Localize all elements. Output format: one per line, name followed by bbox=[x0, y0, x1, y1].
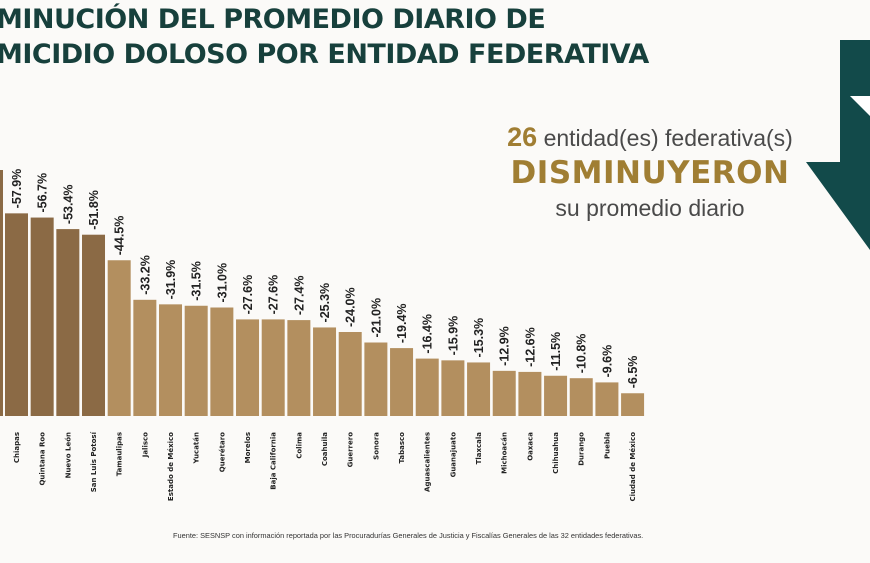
category-label: Colima bbox=[295, 432, 303, 459]
category-label: Oaxaca bbox=[526, 432, 534, 461]
category-label: Tamaulipas bbox=[116, 432, 124, 476]
bar bbox=[441, 360, 465, 416]
value-label: -16.4% bbox=[421, 314, 435, 354]
bar bbox=[261, 319, 285, 416]
category-label: Puebla bbox=[603, 432, 611, 459]
value-label: -27.4% bbox=[292, 275, 306, 315]
value-label: -33.2% bbox=[138, 255, 152, 295]
category-label: Jalisco bbox=[141, 432, 149, 458]
value-label: -27.6% bbox=[267, 275, 281, 315]
category-label: San Luis Potosí bbox=[90, 431, 98, 492]
value-label: -53.4% bbox=[61, 184, 75, 224]
value-label: -12.6% bbox=[523, 327, 537, 367]
bar bbox=[133, 299, 157, 416]
category-label: Morelos bbox=[244, 432, 252, 463]
category-label: Yucatán bbox=[193, 432, 201, 464]
category-label: Baja California bbox=[270, 432, 278, 490]
value-label: -31.0% bbox=[215, 263, 229, 303]
summary-callout: 26 entidad(es) federativa(s) DISMINUYERO… bbox=[470, 122, 830, 223]
category-label: Nuevo León bbox=[64, 432, 72, 478]
value-label: -57.9% bbox=[10, 169, 24, 209]
bar bbox=[5, 213, 28, 416]
title-line-1: MINUCIÓN DEL PROMEDIO DIARIO DE bbox=[0, 4, 546, 35]
bar bbox=[82, 234, 106, 416]
bar bbox=[569, 378, 593, 416]
bar bbox=[544, 375, 568, 416]
category-label: Guerrero bbox=[347, 432, 355, 468]
value-label: -44.5% bbox=[113, 216, 127, 256]
bar bbox=[184, 305, 208, 416]
value-label: -56.7% bbox=[36, 173, 50, 213]
category-label: Quintana Roo bbox=[39, 432, 47, 486]
category-label: Tabasco bbox=[398, 432, 406, 464]
count-number: 26 bbox=[507, 122, 538, 152]
value-label: -9.6% bbox=[600, 345, 614, 378]
bar bbox=[621, 393, 645, 416]
title-line-2: MICIDIO DOLOSO POR ENTIDAD FEDERATIVA bbox=[0, 39, 649, 70]
bar bbox=[492, 370, 516, 416]
value-label: -19.4% bbox=[395, 303, 409, 343]
value-label: -15.3% bbox=[472, 318, 486, 358]
bar bbox=[313, 327, 337, 416]
callout-line-3: su promedio diario bbox=[555, 195, 745, 221]
bar bbox=[30, 217, 54, 416]
bar bbox=[595, 382, 619, 416]
bar bbox=[467, 362, 491, 416]
bar bbox=[415, 358, 439, 416]
bar bbox=[159, 304, 183, 416]
value-label: -6.5% bbox=[626, 356, 640, 389]
chart-title: MINUCIÓN DEL PROMEDIO DIARIO DE MICIDIO … bbox=[0, 2, 649, 72]
bar bbox=[338, 332, 362, 416]
value-label: -24.0% bbox=[344, 287, 358, 327]
category-label: Guanajuato bbox=[449, 432, 457, 478]
category-label: Michoacán bbox=[501, 432, 509, 474]
category-label: Coahuila bbox=[321, 432, 329, 466]
callout-line-2: DISMINUYERON bbox=[510, 155, 790, 191]
value-label: -31.9% bbox=[164, 260, 178, 300]
category-label: Chiapas bbox=[13, 432, 21, 463]
callout-line-1: entidad(es) federativa(s) bbox=[543, 125, 793, 151]
category-label: Tlaxcala bbox=[475, 432, 483, 465]
value-label: -12.9% bbox=[498, 326, 512, 366]
category-label: Estado de México bbox=[167, 432, 175, 501]
value-label: -51.8% bbox=[87, 190, 101, 230]
bar bbox=[236, 319, 260, 416]
value-label: -27.6% bbox=[241, 275, 255, 315]
bar bbox=[56, 229, 80, 416]
down-arrow-icon bbox=[806, 40, 870, 250]
category-label: Querétaro bbox=[218, 432, 226, 472]
value-label: -31.5% bbox=[190, 261, 204, 301]
bar bbox=[287, 320, 311, 416]
bar bbox=[210, 307, 234, 416]
category-label: Sonora bbox=[372, 432, 380, 460]
bar bbox=[518, 371, 542, 416]
category-label: Ciudad de México bbox=[629, 432, 637, 502]
bar bbox=[364, 342, 388, 416]
category-label: Aguascalientes bbox=[424, 432, 432, 492]
category-label: Durango bbox=[578, 432, 586, 466]
category-label: Chihuahua bbox=[552, 432, 560, 474]
bar-partial bbox=[0, 170, 3, 416]
value-label: -10.8% bbox=[575, 334, 589, 374]
bar bbox=[390, 348, 414, 416]
value-label: -21.0% bbox=[369, 298, 383, 338]
source-footnote: Fuente: SESNSP con información reportada… bbox=[173, 531, 644, 540]
value-label: -11.5% bbox=[549, 332, 563, 371]
value-label: -25.3% bbox=[318, 283, 332, 323]
value-label: -15.9% bbox=[446, 316, 460, 356]
bar bbox=[107, 260, 131, 416]
